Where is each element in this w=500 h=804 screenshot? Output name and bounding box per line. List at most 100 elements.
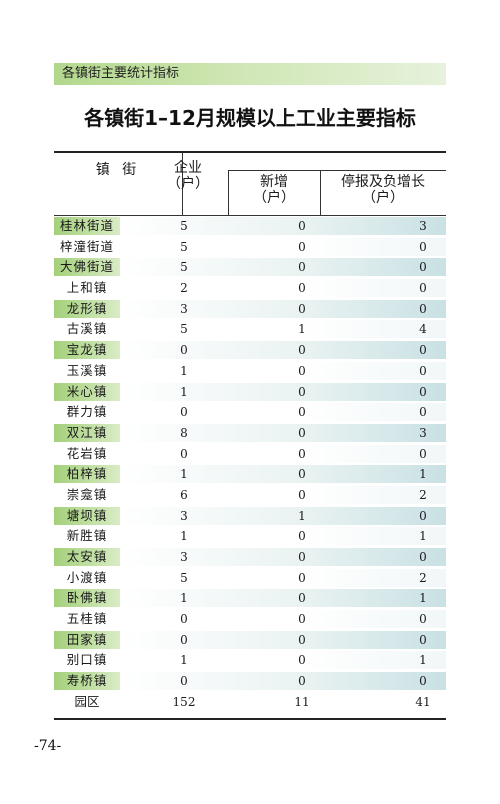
table-row: 柏梓镇 1 0 1	[54, 464, 446, 485]
enterprise-count: 8	[180, 425, 188, 440]
enterprise-count: 5	[180, 239, 188, 254]
enterprise-count: 2	[180, 281, 188, 296]
table-row: 玉溪镇 1 0 0	[54, 361, 446, 382]
stopped-count: 2	[419, 487, 427, 502]
new-count: 0	[298, 343, 306, 358]
town-name: 五桂镇	[66, 611, 108, 627]
new-count: 11	[294, 694, 310, 709]
town-name: 龙形镇	[54, 299, 120, 318]
header-divider	[228, 171, 229, 215]
enterprise-count: 1	[180, 467, 188, 482]
enterprise-count: 1	[180, 384, 188, 399]
header-stopped-unit: （户）	[362, 190, 404, 206]
stopped-count: 4	[419, 322, 427, 337]
enterprise-count: 0	[180, 674, 188, 689]
town-name: 花岩镇	[66, 445, 108, 461]
new-count: 0	[298, 281, 306, 296]
enterprise-count: 1	[180, 529, 188, 544]
town-name: 园区	[74, 693, 100, 709]
new-count: 0	[298, 591, 306, 606]
row-background	[120, 403, 446, 422]
town-name: 太安镇	[54, 548, 120, 566]
row-background	[120, 279, 446, 298]
new-count: 1	[298, 322, 306, 337]
row-background	[120, 651, 446, 670]
header-town: 镇 街	[95, 162, 141, 178]
row-background	[120, 485, 446, 504]
town-name: 柏梓镇	[54, 465, 120, 484]
table-row: 桂林街道 5 0 3	[54, 216, 446, 237]
stopped-count: 0	[419, 239, 427, 254]
row-background	[120, 672, 446, 691]
enterprise-count: 3	[180, 508, 188, 523]
enterprise-count: 5	[180, 219, 188, 233]
new-count: 0	[298, 612, 306, 627]
enterprise-count: 0	[180, 446, 188, 461]
new-count: 0	[298, 570, 306, 585]
page-number: -74-	[34, 738, 62, 754]
new-count: 0	[298, 674, 306, 689]
row-background	[120, 610, 446, 629]
town-name: 寿桥镇	[54, 672, 120, 691]
row-background	[120, 423, 446, 442]
new-count: 0	[298, 363, 306, 378]
table-row: 大佛街道 5 0 0	[54, 257, 446, 278]
town-name: 梓潼街道	[59, 238, 114, 254]
stopped-count: 0	[419, 612, 427, 627]
enterprise-count: 1	[180, 653, 188, 668]
new-count: 0	[298, 487, 306, 502]
header-enterprise-unit: （户）	[167, 176, 209, 192]
row-background	[120, 382, 446, 401]
stopped-count: 1	[419, 467, 427, 482]
new-count: 0	[298, 384, 306, 399]
new-count: 0	[298, 446, 306, 461]
stopped-count: 0	[419, 384, 427, 399]
table-row: 花岩镇 0 0 0	[54, 444, 446, 465]
stopped-count: 1	[419, 529, 427, 544]
new-count: 0	[298, 239, 306, 254]
enterprise-count: 152	[172, 694, 196, 709]
new-count: 0	[298, 260, 306, 275]
stopped-count: 0	[419, 301, 427, 316]
enterprise-count: 6	[180, 487, 188, 502]
enterprise-count: 1	[180, 363, 188, 378]
stopped-count: 0	[419, 550, 427, 564]
new-count: 0	[298, 425, 306, 440]
stopped-count: 0	[419, 632, 427, 647]
row-background	[120, 361, 446, 380]
new-count: 0	[298, 301, 306, 316]
row-background	[120, 527, 446, 546]
town-name: 古溪镇	[66, 321, 108, 337]
row-background	[120, 568, 446, 587]
page-title: 各镇街1–12月规模以上工业主要指标	[84, 106, 416, 130]
table-row: 小渡镇 5 0 2	[54, 568, 446, 589]
table-row: 田家镇 0 0 0	[54, 630, 446, 651]
table-row: 米心镇 1 0 0	[54, 382, 446, 403]
header-enterprise: 企业	[174, 160, 202, 176]
table-row: 梓潼街道 5 0 0	[54, 237, 446, 258]
enterprise-count: 5	[180, 570, 188, 585]
stopped-count: 0	[419, 343, 427, 358]
row-background	[120, 506, 446, 525]
stopped-count: 3	[419, 425, 427, 440]
town-name: 别口镇	[66, 652, 108, 668]
enterprise-count: 5	[180, 322, 188, 337]
table-row: 双江镇 8 0 3	[54, 423, 446, 444]
row-background	[120, 444, 446, 463]
new-count: 1	[298, 508, 306, 523]
header-stopped: 停报及负增长	[341, 174, 425, 190]
row-background	[120, 630, 446, 649]
stopped-count: 1	[419, 653, 427, 668]
stopped-count: 2	[419, 570, 427, 585]
town-name: 桂林街道	[54, 217, 120, 235]
row-background	[120, 589, 446, 608]
town-name: 上和镇	[66, 280, 108, 296]
town-name: 塘坝镇	[54, 506, 120, 525]
header-divider	[320, 171, 321, 215]
table-row: 塘坝镇 3 1 0	[54, 506, 446, 527]
table-row: 寿桥镇 0 0 0	[54, 671, 446, 692]
table-row: 群力镇 0 0 0	[54, 402, 446, 423]
town-name: 宝龙镇	[54, 341, 120, 360]
new-count: 0	[298, 467, 306, 482]
stopped-count: 0	[419, 260, 427, 275]
